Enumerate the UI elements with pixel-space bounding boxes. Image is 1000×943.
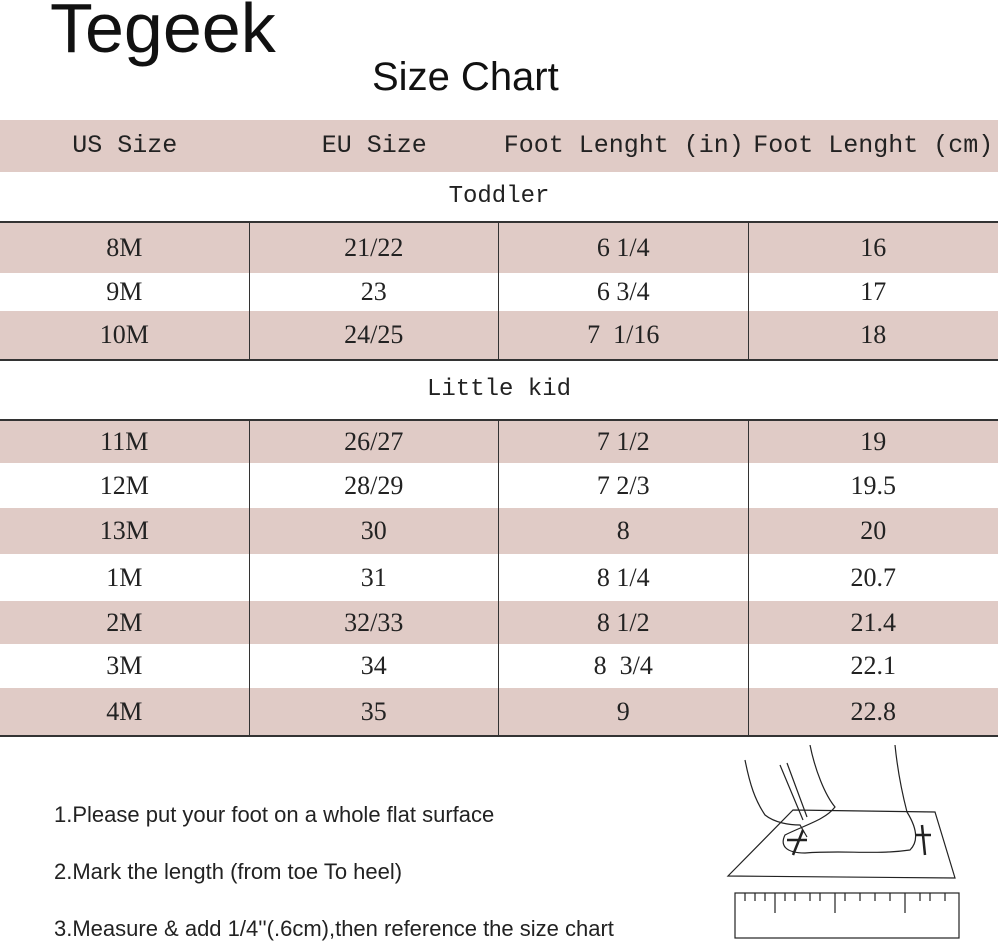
cell-foot-length-cm: 19 bbox=[860, 427, 887, 456]
table-row: 2M 32/33 8 1/2 21.4 bbox=[0, 601, 998, 644]
table-header: US Size EU Size Foot Lenght (in) Foot Le… bbox=[0, 120, 998, 172]
cell-eu-size: 31 bbox=[250, 554, 499, 601]
cell-us-size: 8M bbox=[0, 223, 250, 273]
cell-us-size: 11M bbox=[0, 421, 250, 463]
cell-foot-length-in: 7 1/2 bbox=[499, 421, 749, 463]
foot-outline bbox=[782, 745, 917, 854]
cell-foot-length-cm: 21.4 bbox=[850, 607, 897, 637]
table-row: 1M 31 8 1/4 20.7 bbox=[0, 554, 998, 601]
table-row: 3M 34 8 3/4 22.1 bbox=[0, 644, 998, 688]
cell-eu-size: 28/29 bbox=[250, 463, 499, 508]
foot-measuring-illustration bbox=[726, 745, 960, 939]
size-table: 8M 21/22 6 1/4 16 9M 23 6 3/4 17 10M 24/25 7 1/16 1… bbox=[0, 221, 998, 361]
cell-foot-length-cm: 16 bbox=[860, 233, 887, 262]
instruction-step-1: 1.Please put your foot on a whole flat s… bbox=[54, 802, 495, 827]
table-row: 13M 30 8 20 bbox=[0, 508, 998, 554]
toe-heel-marks bbox=[787, 824, 931, 856]
group-label: Toddler bbox=[448, 183, 550, 210]
cell-foot-length-in: 9 bbox=[499, 688, 749, 735]
cell-eu-size: 26/27 bbox=[250, 421, 499, 463]
cell-us-size: 1M bbox=[0, 554, 250, 601]
cell-us-size: 9M bbox=[0, 273, 250, 311]
cell-us-size: 13M bbox=[0, 508, 250, 554]
instruction-step-3: 3.Measure & add 1/4''(.6cm),then referen… bbox=[54, 916, 614, 941]
header-foot-length-in: Foot Lenght (in) bbox=[503, 131, 744, 160]
cell-us-size: 4M bbox=[0, 688, 250, 735]
instruction-step-2: 2.Mark the length (from toe To heel) bbox=[54, 859, 403, 884]
group-label: Little kid bbox=[426, 376, 572, 403]
header-eu-size: EU Size bbox=[321, 131, 427, 160]
cell-foot-length-cm: 20.7 bbox=[850, 562, 897, 592]
cell-foot-length-cm: 22.1 bbox=[850, 651, 897, 680]
ruler-ticks bbox=[744, 893, 946, 913]
cell-us-size: 3M bbox=[0, 644, 250, 688]
cell-eu-size: 24/25 bbox=[250, 311, 499, 359]
header-foot-length-cm: Foot Lenght (cm) bbox=[753, 131, 994, 160]
table-row: 10M 24/25 7 1/16 18 bbox=[0, 311, 998, 359]
cell-us-size: 10M bbox=[0, 311, 250, 359]
cell-eu-size: 21/22 bbox=[250, 223, 499, 273]
table-row: 11M 26/27 7 1/2 19 bbox=[0, 421, 998, 463]
brand-name: Tegeek bbox=[50, 0, 276, 67]
cell-eu-size: 30 bbox=[250, 508, 499, 554]
chart-title: Size Chart bbox=[372, 55, 559, 99]
cell-foot-length-in: 8 3/4 bbox=[499, 644, 749, 688]
cell-foot-length-in: 8 1/4 bbox=[499, 554, 749, 601]
cell-foot-length-in: 7 1/16 bbox=[499, 311, 749, 359]
table-row: 4M 35 9 22.8 bbox=[0, 688, 998, 735]
cell-foot-length-cm: 20 bbox=[860, 516, 887, 545]
size-table: 11M 26/27 7 1/2 19 12M 28/29 7 2/3 19.5 13M 30 8 20… bbox=[0, 419, 998, 737]
cell-us-size: 12M bbox=[0, 463, 250, 508]
cell-foot-length-cm: 22.8 bbox=[850, 696, 897, 726]
cell-foot-length-cm: 19.5 bbox=[850, 470, 897, 500]
cell-foot-length-in: 6 1/4 bbox=[499, 223, 749, 273]
table-row: 8M 21/22 6 1/4 16 bbox=[0, 223, 998, 273]
cell-foot-length-in: 8 1/2 bbox=[499, 601, 749, 644]
hand-outline bbox=[744, 759, 808, 838]
cell-eu-size: 35 bbox=[250, 688, 499, 735]
cell-us-size: 2M bbox=[0, 601, 250, 644]
cell-eu-size: 34 bbox=[250, 644, 499, 688]
paper-sheet bbox=[726, 809, 956, 879]
cell-foot-length-cm: 18 bbox=[860, 320, 887, 349]
cell-eu-size: 23 bbox=[250, 273, 499, 311]
pencil bbox=[779, 762, 808, 821]
cell-foot-length-in: 7 2/3 bbox=[499, 463, 749, 508]
header-us-size: US Size bbox=[72, 131, 178, 160]
cell-foot-length-cm: 17 bbox=[860, 277, 887, 306]
cell-foot-length-in: 8 bbox=[499, 508, 749, 554]
cell-foot-length-in: 6 3/4 bbox=[499, 273, 749, 311]
table-row: 12M 28/29 7 2/3 19.5 bbox=[0, 463, 998, 508]
ruler bbox=[734, 892, 960, 939]
table-row: 9M 23 6 3/4 17 bbox=[0, 273, 998, 311]
cell-eu-size: 32/33 bbox=[250, 601, 499, 644]
